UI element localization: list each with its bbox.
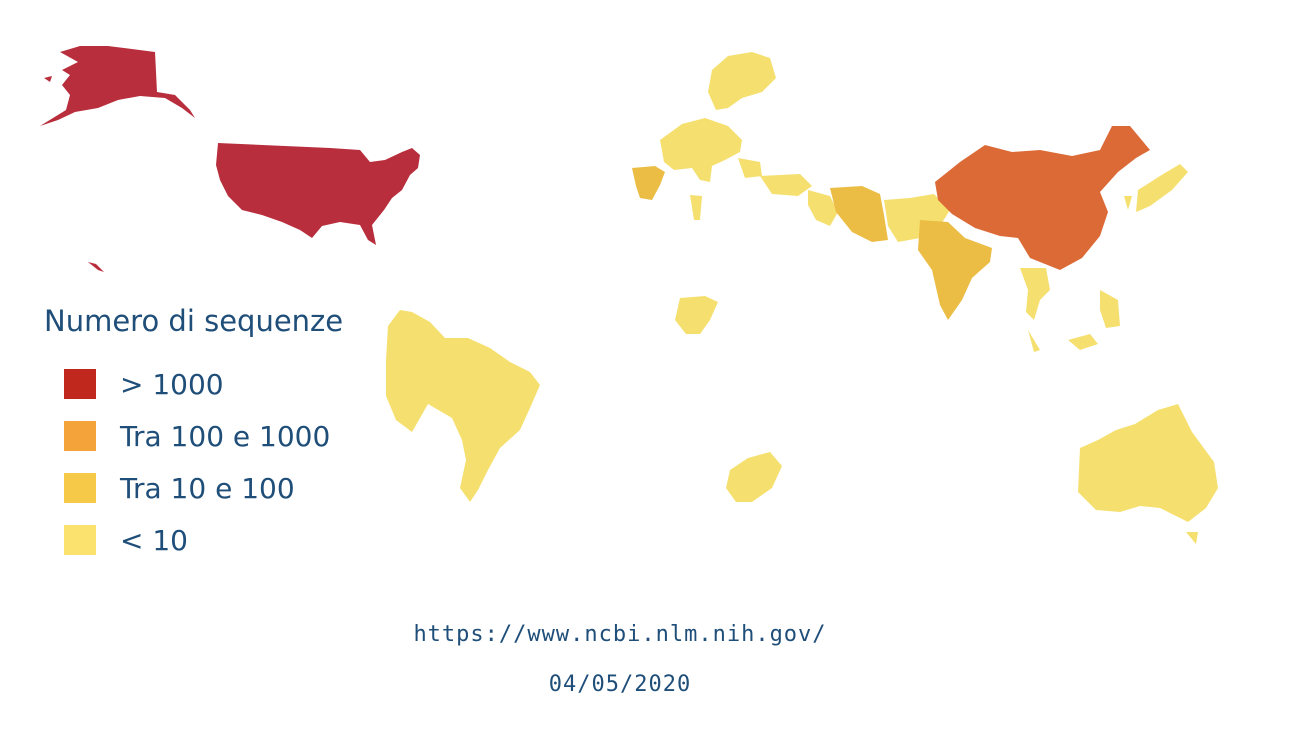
region-middle-east [808,190,838,226]
region-scandinavia [708,52,776,110]
legend-swatch-low [64,525,96,555]
legend-item-medium: Tra 10 e 100 [64,471,295,505]
legend-label-medium: Tra 10 e 100 [120,471,295,505]
region-nigeria [675,296,718,334]
source-url: https://www.ncbi.nlm.nih.gov/ [413,622,827,647]
region-iran [830,186,888,242]
legend-item-medium-high: Tra 100 e 1000 [64,419,331,453]
region-india [918,220,992,320]
region-china [935,126,1150,270]
legend-label-high: > 1000 [120,367,224,401]
region-iberia [632,166,665,200]
legend-swatch-medium-high [64,421,96,451]
region-southeast-asia [1020,268,1120,352]
legend-label-low: < 10 [120,523,188,557]
legend-item-low: < 10 [64,523,188,557]
legend-label-medium-high: Tra 100 e 1000 [120,419,331,453]
region-alaska [40,46,195,126]
region-australia [1078,404,1218,544]
region-japan [1124,164,1188,212]
legend-item-high: > 1000 [64,367,224,401]
legend-title: Numero di sequenze [44,304,344,338]
legend-swatch-medium [64,473,96,503]
region-usa [216,143,420,245]
region-central-asia [884,194,950,242]
legend-swatch-high [64,369,96,399]
source-date: 04/05/2020 [548,672,692,697]
region-south-africa [726,452,782,502]
region-europe [660,118,812,220]
region-south-america [386,310,540,502]
